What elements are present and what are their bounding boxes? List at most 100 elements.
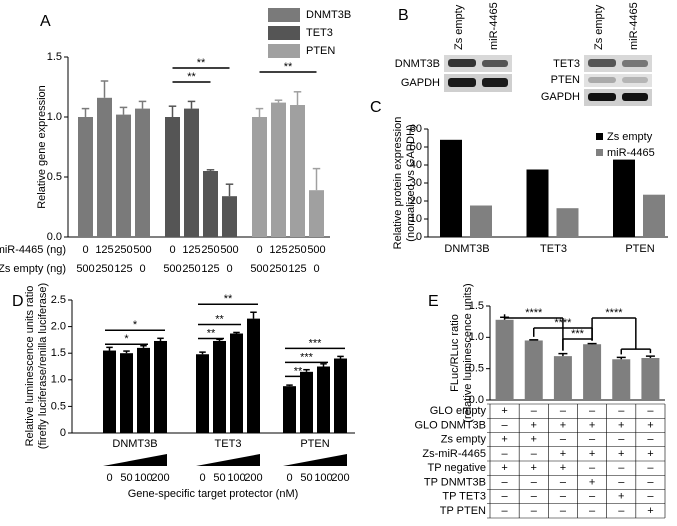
significance-label: * — [133, 319, 138, 331]
dose-label: 50 — [120, 472, 132, 484]
significance-label: ** — [207, 327, 216, 339]
bar — [643, 194, 665, 237]
y-axis-label: Relative protein expression — [392, 117, 404, 250]
legend-swatch — [268, 44, 300, 58]
table-row-label: miR-4465 (ng) — [0, 244, 66, 256]
dose-label: 200 — [151, 472, 169, 484]
table-cell: – — [560, 491, 567, 503]
y-tick-label: 0 — [60, 427, 66, 439]
table-cell: – — [589, 505, 596, 517]
blot-row-label: TET3 — [553, 58, 580, 70]
x-tick-label: DNMT3B — [112, 438, 157, 450]
blot-row-label: GAPDH — [541, 91, 580, 103]
y-tick-label: 1.5 — [51, 347, 66, 359]
significance-label: ** — [187, 71, 196, 83]
legend-label: miR-4465 — [607, 147, 655, 159]
bar — [583, 344, 602, 400]
bar — [524, 340, 543, 400]
table-cell: – — [589, 462, 596, 474]
blot-column-label: miR-4465 — [488, 2, 500, 50]
bar — [78, 117, 93, 237]
table-cell: 500 — [133, 244, 151, 256]
dose-label: 100 — [134, 472, 152, 484]
table-cell: – — [647, 405, 654, 417]
table-cell: – — [531, 491, 538, 503]
table-cell: – — [502, 491, 509, 503]
blot-band — [448, 59, 476, 67]
table-cell: + — [501, 462, 507, 474]
table-cell: + — [618, 491, 624, 503]
table-cell: 125 — [114, 263, 132, 275]
table-cell: 0 — [82, 244, 88, 256]
table-cell: – — [647, 462, 654, 474]
table-cell: – — [618, 434, 625, 446]
bar — [612, 359, 631, 400]
table-cell: + — [589, 476, 595, 488]
table-cell: – — [560, 405, 567, 417]
table-cell: – — [647, 434, 654, 446]
dose-label: 100 — [314, 472, 332, 484]
y-tick-label: 0.0 — [469, 394, 484, 406]
y-tick-label: 1.5 — [469, 300, 484, 312]
y-tick-label: 0.5 — [51, 400, 66, 412]
bar — [470, 205, 492, 237]
panel-letter: B — [398, 7, 409, 24]
blot-band — [588, 93, 616, 101]
table-cell: – — [589, 491, 596, 503]
legend-swatch — [596, 133, 603, 140]
table-row-label: TP DNMT3B — [424, 476, 486, 488]
y-tick-label: 50 — [410, 141, 422, 153]
blot-band — [588, 59, 616, 67]
table-cell: + — [589, 419, 595, 431]
table-cell: 250 — [95, 263, 113, 275]
table-cell: – — [560, 434, 567, 446]
y-tick-label: 60 — [410, 123, 422, 135]
bar — [495, 319, 514, 400]
y-tick-label: 0.5 — [47, 171, 62, 183]
y-tick-label: 30 — [410, 177, 422, 189]
significance-label: * — [124, 333, 129, 345]
table-cell: 500 — [76, 263, 94, 275]
blot-band — [482, 60, 508, 67]
significance-label: *** — [571, 328, 585, 340]
dose-label: 0 — [199, 472, 205, 484]
bar — [334, 358, 347, 433]
x-tick-label: PTEN — [625, 243, 654, 255]
bar — [137, 347, 150, 433]
table-cell: – — [618, 476, 625, 488]
table-cell: 250 — [269, 263, 287, 275]
y-tick-label: 2.0 — [51, 321, 66, 333]
table-cell: – — [560, 476, 567, 488]
significance-label: **** — [525, 307, 543, 319]
table-cell: – — [618, 462, 625, 474]
blot-row-label: GAPDH — [401, 77, 440, 89]
table-row-label: Zs-miR-4465 — [422, 448, 486, 460]
table-cell: 125 — [182, 244, 200, 256]
table-cell: – — [502, 505, 509, 517]
table-cell: + — [501, 434, 507, 446]
bar — [203, 171, 218, 237]
blot-row-label: PTEN — [551, 74, 580, 86]
significance-label: ** — [294, 365, 303, 377]
significance-label: *** — [309, 337, 323, 349]
bar — [526, 169, 549, 237]
significance-label: *** — [300, 351, 314, 363]
table-cell: + — [647, 448, 653, 460]
table-cell: – — [647, 476, 654, 488]
x-tick-label: PTEN — [300, 438, 329, 450]
y-tick-label: 0.0 — [47, 231, 62, 243]
blot-band — [622, 77, 648, 83]
bar — [103, 350, 116, 433]
table-cell: + — [531, 462, 537, 474]
y-tick-label: 1.0 — [47, 111, 62, 123]
legend-label: Zs empty — [607, 131, 653, 143]
y-axis-label: (relative luminescence units) — [462, 283, 474, 422]
table-cell: – — [647, 491, 654, 503]
table-row-label: Zs empty (ng) — [0, 263, 66, 275]
table-cell: – — [531, 405, 538, 417]
significance-label: **** — [554, 317, 572, 329]
bar — [252, 117, 267, 237]
significance-label: **** — [605, 307, 623, 319]
panel-letter: D — [12, 293, 24, 310]
legend-label: PTEN — [306, 45, 335, 57]
